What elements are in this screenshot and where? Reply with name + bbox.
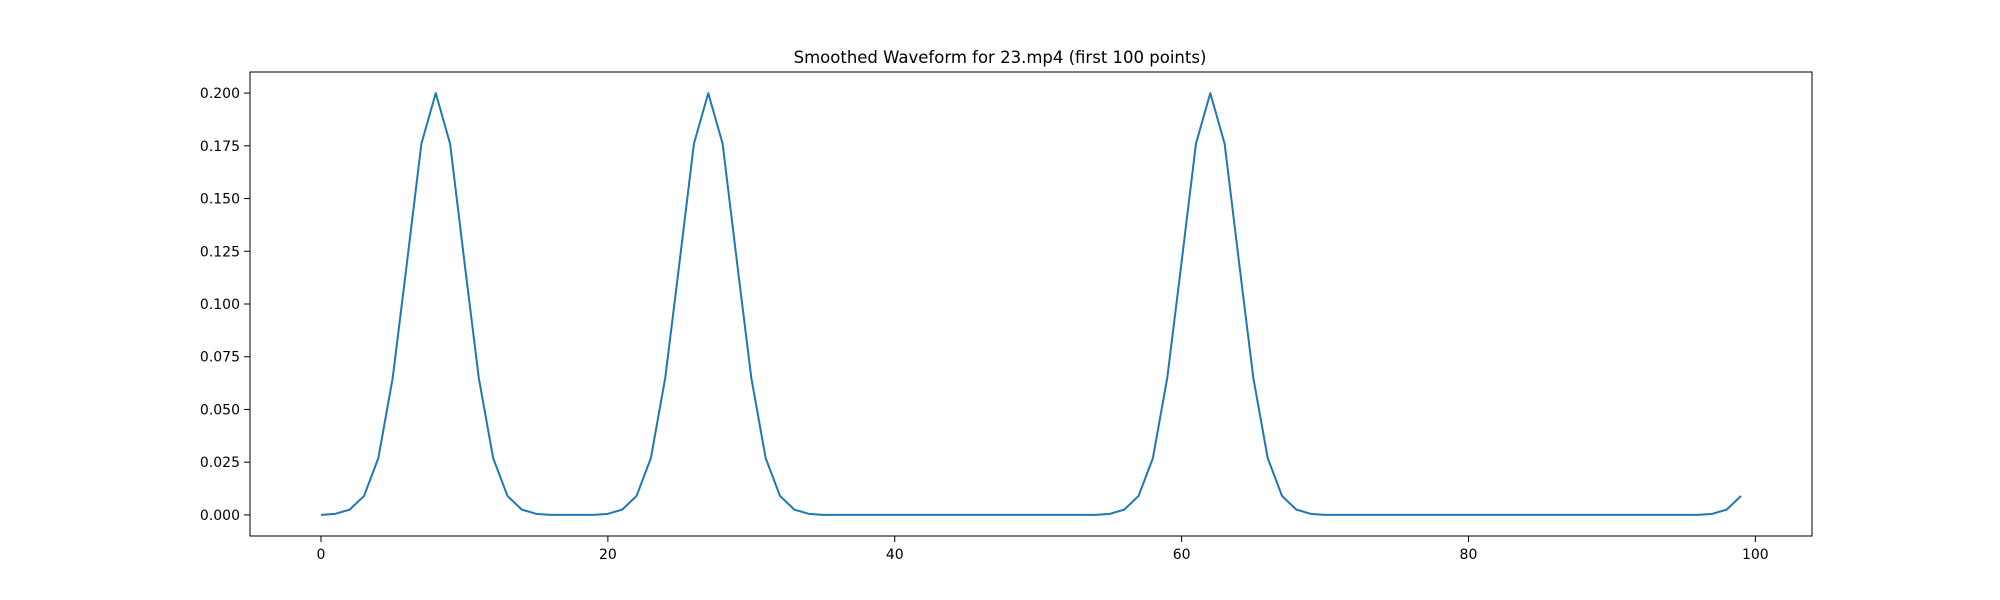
y-axis: 0.000 0.025 0.050 0.075 0.100 0.125 0.150 0.175… [200,86,250,524]
y-tick-label: 0.125 [200,244,240,260]
y-tick-label: 0.175 [200,139,240,155]
y-tick-label: 0.050 [200,402,240,418]
plot-area: 0 20 40 60 80 100 0.0000.0250.0500.0750.1000.… [200,71,1813,563]
y-tick-label: 0.150 [200,192,240,208]
y-tick-label: 0.025 [200,455,240,471]
x-tick-label: 0 [317,547,326,563]
series-line-0 [320,92,1742,516]
x-tick-label: 20 [599,547,617,563]
x-axis: 0 20 40 60 80 100 [317,536,1769,563]
axes-frame [249,71,1813,537]
chart-title: Smoothed Waveform for 23.mp4 (first 100 … [794,48,1207,67]
x-tick-label: 100 [1742,547,1769,563]
x-tick-label: 60 [1173,547,1191,563]
y-tick-label: 0.100 [200,297,240,313]
y-tick-label: 0.000 [200,508,240,524]
y-tick-label: 0.200 [200,86,240,102]
x-tick-label: 40 [886,547,904,563]
x-tick-label: 80 [1460,547,1478,563]
data-layer [320,92,1742,516]
y-tick-label: 0.075 [200,350,240,366]
